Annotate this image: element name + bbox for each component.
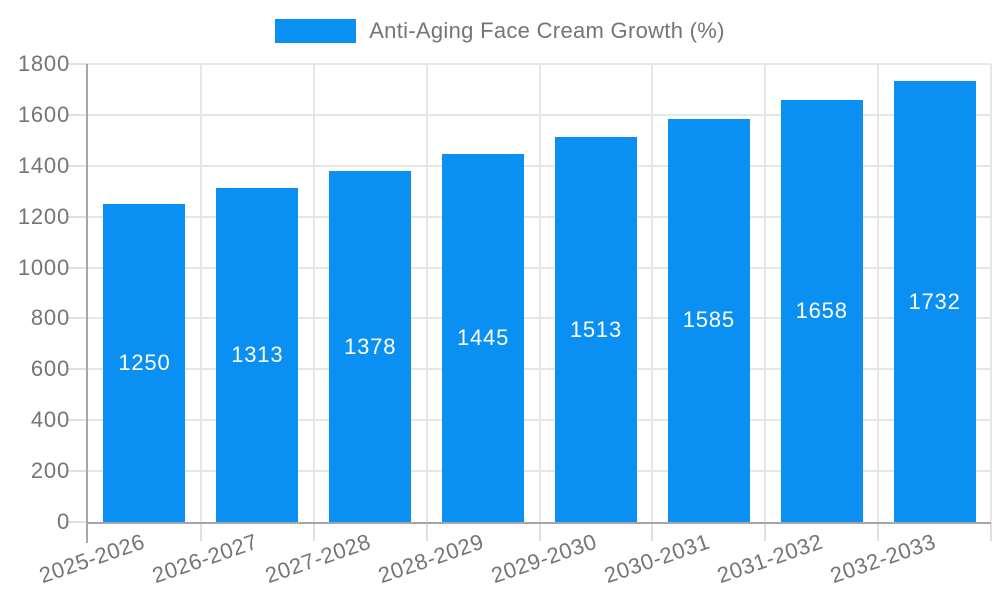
bar: [103, 203, 186, 522]
y-axis-tick: [68, 113, 88, 116]
chart-legend: Anti-Aging Face Cream Growth (%): [0, 18, 1000, 44]
x-axis-tick: [199, 522, 202, 541]
v-gridline: [199, 64, 202, 522]
v-gridline: [877, 64, 880, 522]
x-axis-tick: [877, 522, 880, 541]
v-gridline: [764, 64, 767, 522]
y-axis-tick: [68, 470, 88, 473]
x-axis-tick: [990, 522, 992, 541]
y-axis-tick: [68, 521, 88, 523]
bar: [780, 100, 863, 522]
y-tick-label: 1400: [17, 152, 70, 178]
legend-swatch: [275, 19, 357, 43]
y-axis-tick: [68, 63, 88, 65]
bar: [329, 171, 412, 522]
bar-value-label: 1445: [456, 325, 510, 351]
v-gridline: [425, 64, 428, 522]
y-axis-tick: [68, 215, 88, 218]
v-gridline: [538, 64, 541, 522]
y-axis-line: [86, 64, 88, 543]
x-axis-tick: [312, 522, 315, 541]
bar: [667, 118, 750, 522]
bar-value-label: 1732: [908, 288, 961, 314]
y-axis-tick: [68, 317, 88, 320]
x-axis-line: [86, 522, 991, 524]
y-tick-label: 800: [30, 305, 70, 331]
y-tick-label: 1200: [17, 203, 70, 229]
bar-value-label: 1658: [795, 298, 848, 324]
y-tick-label: 1600: [17, 101, 70, 127]
bar: [893, 81, 976, 522]
v-gridline: [312, 64, 315, 522]
legend-label: Anti-Aging Face Cream Growth (%): [369, 18, 725, 43]
y-tick-label: 1800: [17, 51, 70, 76]
y-tick-label: 0: [56, 509, 70, 534]
y-axis-tick: [68, 368, 88, 371]
bar-value-label: 1250: [118, 349, 171, 375]
y-tick-label: 200: [30, 458, 70, 484]
x-axis-tick: [538, 522, 541, 541]
v-gridline: [651, 64, 654, 522]
y-axis-tick: [68, 164, 88, 167]
y-axis-tick: [68, 266, 88, 269]
x-axis-tick: [425, 522, 428, 541]
x-axis-tick: [764, 522, 767, 541]
bar: [442, 154, 525, 522]
bar-value-label: 1585: [682, 307, 735, 333]
y-axis-tick: [68, 419, 88, 422]
y-tick-label: 1000: [17, 254, 70, 280]
x-axis-tick: [651, 522, 654, 541]
bar-value-label: 1313: [231, 341, 284, 367]
bar: [554, 137, 637, 522]
y-tick-label: 600: [30, 356, 70, 382]
bar-value-label: 1513: [569, 316, 623, 342]
v-gridline: [990, 64, 992, 522]
y-tick-label: 400: [30, 407, 70, 433]
bar: [216, 187, 299, 522]
bar-value-label: 1378: [344, 333, 397, 359]
